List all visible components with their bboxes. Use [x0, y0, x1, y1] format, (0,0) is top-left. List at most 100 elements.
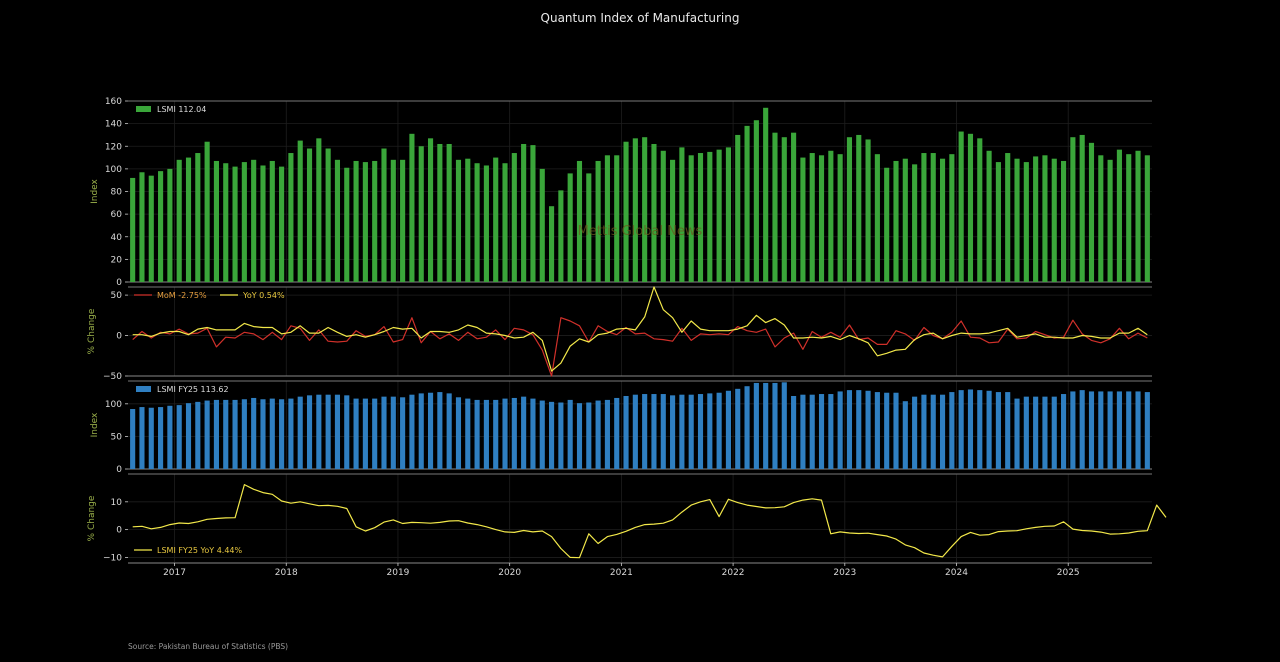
bar	[772, 382, 778, 469]
bar	[623, 395, 629, 469]
bar	[344, 167, 350, 282]
y-tick-label: 20	[111, 255, 123, 265]
bar	[1061, 160, 1067, 282]
legend-swatch	[136, 106, 151, 112]
x-tick-label: 2017	[163, 568, 186, 578]
y-tick-label: 140	[105, 120, 122, 130]
bar	[791, 395, 797, 469]
bar	[400, 397, 406, 469]
bar	[1005, 392, 1011, 469]
bar	[130, 409, 136, 469]
bar	[595, 160, 601, 282]
bar	[269, 160, 275, 282]
bar	[781, 137, 787, 282]
bar	[353, 160, 359, 282]
bar	[809, 153, 815, 282]
bar	[679, 394, 685, 469]
bar	[1135, 391, 1141, 469]
bar	[316, 394, 322, 469]
bar	[735, 134, 741, 282]
y-tick-label: −10	[103, 553, 122, 563]
y-tick-label: 100	[105, 400, 122, 410]
bar	[493, 399, 499, 469]
bar	[195, 153, 201, 282]
bar	[893, 392, 899, 469]
bar	[604, 155, 610, 282]
bar	[651, 143, 657, 282]
bar	[158, 407, 164, 469]
bar	[1098, 391, 1104, 469]
bar	[260, 165, 266, 282]
bar	[586, 402, 592, 469]
bar	[223, 163, 229, 282]
y-axis-label: % Change	[87, 495, 97, 541]
bar	[884, 167, 890, 282]
bar	[446, 393, 452, 469]
bar	[427, 392, 434, 469]
y-tick-label: 10	[111, 498, 123, 508]
bar	[390, 396, 396, 469]
bar	[1014, 398, 1020, 469]
source-note: Source: Pakistan Bureau of Statistics (P…	[128, 642, 288, 651]
bar	[902, 158, 908, 282]
bar	[288, 398, 294, 469]
bar	[279, 399, 285, 469]
bar	[632, 138, 638, 282]
bar	[530, 145, 536, 282]
bar	[576, 160, 583, 282]
bar	[465, 398, 471, 469]
bar	[185, 157, 192, 282]
bar	[1116, 149, 1122, 282]
bar	[474, 163, 480, 282]
bar	[912, 396, 918, 469]
bar	[241, 399, 247, 469]
bar	[353, 398, 359, 469]
bar	[1135, 150, 1141, 282]
bar	[642, 137, 648, 282]
y-tick-label: 120	[105, 142, 122, 152]
bar	[660, 150, 666, 282]
bar	[139, 407, 145, 469]
bar	[316, 138, 322, 282]
bar	[837, 154, 843, 282]
bar	[334, 159, 341, 282]
bar	[809, 394, 815, 469]
bar	[651, 394, 657, 469]
bar	[586, 173, 592, 282]
bar	[1088, 142, 1095, 282]
bar	[949, 154, 955, 282]
bar	[632, 394, 638, 469]
bar	[763, 382, 769, 469]
legend-label: YoY 0.54%	[242, 291, 285, 300]
bar	[986, 150, 992, 282]
bar	[521, 396, 527, 469]
bar	[409, 394, 415, 469]
watermark: Mettis Global News	[578, 224, 703, 239]
bar	[930, 394, 936, 469]
bar	[400, 159, 406, 282]
bar	[1033, 156, 1039, 282]
bar	[670, 395, 676, 469]
bar	[921, 394, 927, 469]
x-tick-label: 2025	[1057, 568, 1080, 578]
bar	[670, 159, 676, 282]
bar	[772, 132, 778, 282]
bar	[381, 396, 387, 469]
series-line-0	[132, 484, 1167, 559]
bar	[539, 400, 545, 469]
bar	[1098, 155, 1104, 282]
bar	[1051, 396, 1057, 469]
bar	[800, 394, 806, 469]
bar	[1079, 134, 1085, 282]
bar	[344, 395, 350, 469]
bar	[232, 166, 238, 282]
bar	[791, 132, 797, 282]
bar	[967, 389, 974, 469]
bar	[1033, 396, 1039, 469]
bar	[1023, 162, 1029, 282]
bar	[325, 148, 331, 282]
bar	[884, 392, 890, 469]
bar	[1042, 396, 1048, 469]
bar	[679, 147, 685, 282]
